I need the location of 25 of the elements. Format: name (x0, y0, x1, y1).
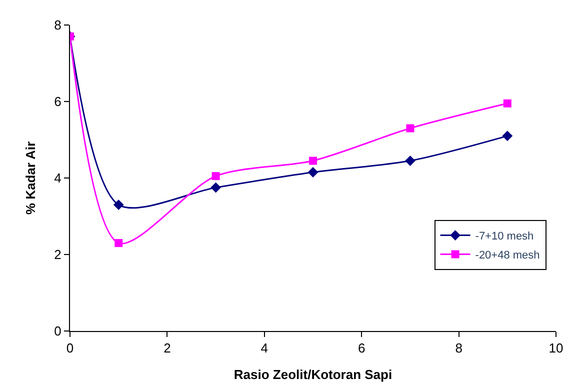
point (114, 239, 123, 248)
y-axis-title: % Kadar Air (23, 141, 38, 215)
y-tick-label: 4 (54, 170, 62, 186)
x-tick-label: 6 (358, 340, 366, 356)
x-tick-label: 0 (66, 340, 74, 356)
x-tick-label: 4 (260, 340, 268, 356)
x-tick-label: 10 (548, 340, 564, 356)
y-tick-label: 2 (54, 247, 62, 262)
point (308, 167, 318, 178)
point (503, 99, 512, 108)
point (502, 130, 513, 142)
y-tick-label: 6 (54, 94, 62, 110)
point (113, 200, 124, 210)
legend-label: -7+10 mesh (475, 230, 534, 243)
y-tick-label: 0 (54, 324, 62, 339)
point (406, 124, 414, 132)
point (309, 156, 317, 165)
point (405, 156, 416, 166)
point (210, 182, 221, 193)
point (212, 172, 220, 180)
legend-label: -20+48 mesh (475, 250, 540, 262)
x-tick-label: 2 (164, 340, 171, 356)
x-tick-label: 8 (455, 340, 462, 356)
x-axis-title: Rasio Zeolit/Kotoran Sapi (234, 367, 392, 382)
y-tick-label: 8 (54, 18, 62, 33)
